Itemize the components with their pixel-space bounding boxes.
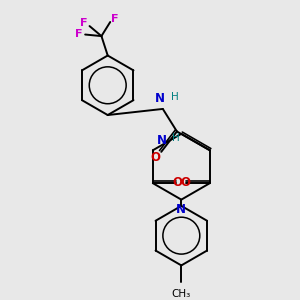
Text: O: O <box>151 151 160 164</box>
Text: N: N <box>176 203 186 216</box>
Text: O: O <box>172 176 182 189</box>
Text: N: N <box>155 92 165 105</box>
Text: N: N <box>157 134 167 147</box>
Text: H: H <box>172 134 179 143</box>
Text: F: F <box>75 29 82 39</box>
Text: CH₃: CH₃ <box>172 289 191 298</box>
Text: H: H <box>171 92 178 102</box>
Text: O: O <box>180 176 190 189</box>
Text: F: F <box>111 14 118 25</box>
Text: F: F <box>80 18 88 28</box>
